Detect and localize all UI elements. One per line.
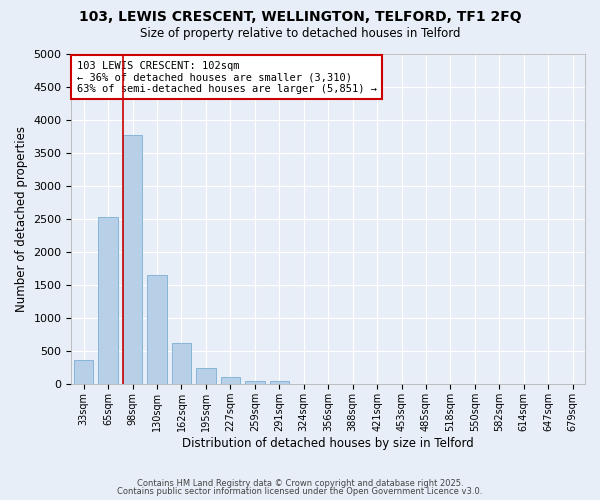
- Text: Size of property relative to detached houses in Telford: Size of property relative to detached ho…: [140, 28, 460, 40]
- Bar: [123, 136, 142, 384]
- Text: Contains HM Land Registry data © Crown copyright and database right 2025.: Contains HM Land Registry data © Crown c…: [137, 478, 463, 488]
- Text: 103, LEWIS CRESCENT, WELLINGTON, TELFORD, TF1 2FQ: 103, LEWIS CRESCENT, WELLINGTON, TELFORD…: [79, 10, 521, 24]
- Bar: [147, 274, 167, 384]
- Bar: [245, 380, 265, 384]
- X-axis label: Distribution of detached houses by size in Telford: Distribution of detached houses by size …: [182, 437, 474, 450]
- Y-axis label: Number of detached properties: Number of detached properties: [15, 126, 28, 312]
- Bar: [221, 378, 240, 384]
- Text: 103 LEWIS CRESCENT: 102sqm
← 36% of detached houses are smaller (3,310)
63% of s: 103 LEWIS CRESCENT: 102sqm ← 36% of deta…: [77, 60, 377, 94]
- Bar: [172, 344, 191, 384]
- Bar: [74, 360, 94, 384]
- Bar: [269, 381, 289, 384]
- Bar: [196, 368, 215, 384]
- Text: Contains public sector information licensed under the Open Government Licence v3: Contains public sector information licen…: [118, 487, 482, 496]
- Bar: [98, 216, 118, 384]
